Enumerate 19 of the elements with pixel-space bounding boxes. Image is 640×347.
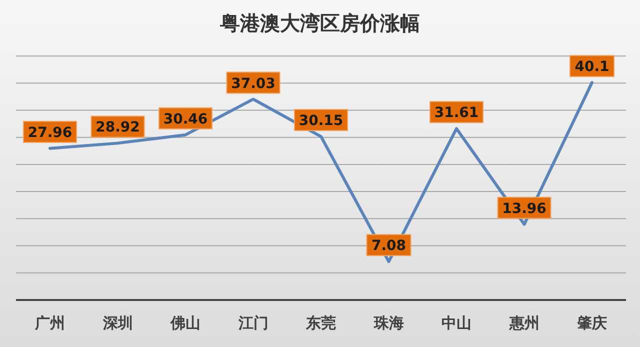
data-label: 7.08 [371,238,406,254]
data-label: 13.96 [502,200,546,217]
x-tick-label: 深圳 [102,314,133,332]
data-label: 30.46 [163,111,208,128]
data-label: 27.96 [28,124,72,141]
data-label: 30.15 [298,113,344,130]
x-tick-label: 中山 [442,314,472,332]
x-tick-label: 江门 [237,314,268,332]
data-label: 31.61 [434,105,479,122]
data-label: 37.03 [231,76,276,92]
x-tick-label: 惠州 [508,314,540,332]
data-label: 28.92 [96,120,140,136]
x-tick-label: 珠海 [372,314,404,332]
data-label: 40.1 [574,59,610,76]
x-tick-label: 东莞 [305,314,336,332]
x-tick-label: 广州 [34,314,65,332]
x-tick-label: 佛山 [170,314,200,332]
chart-title: 粤港澳大湾区房价涨幅 [219,11,420,35]
x-tick-label: 肇庆 [576,314,607,332]
